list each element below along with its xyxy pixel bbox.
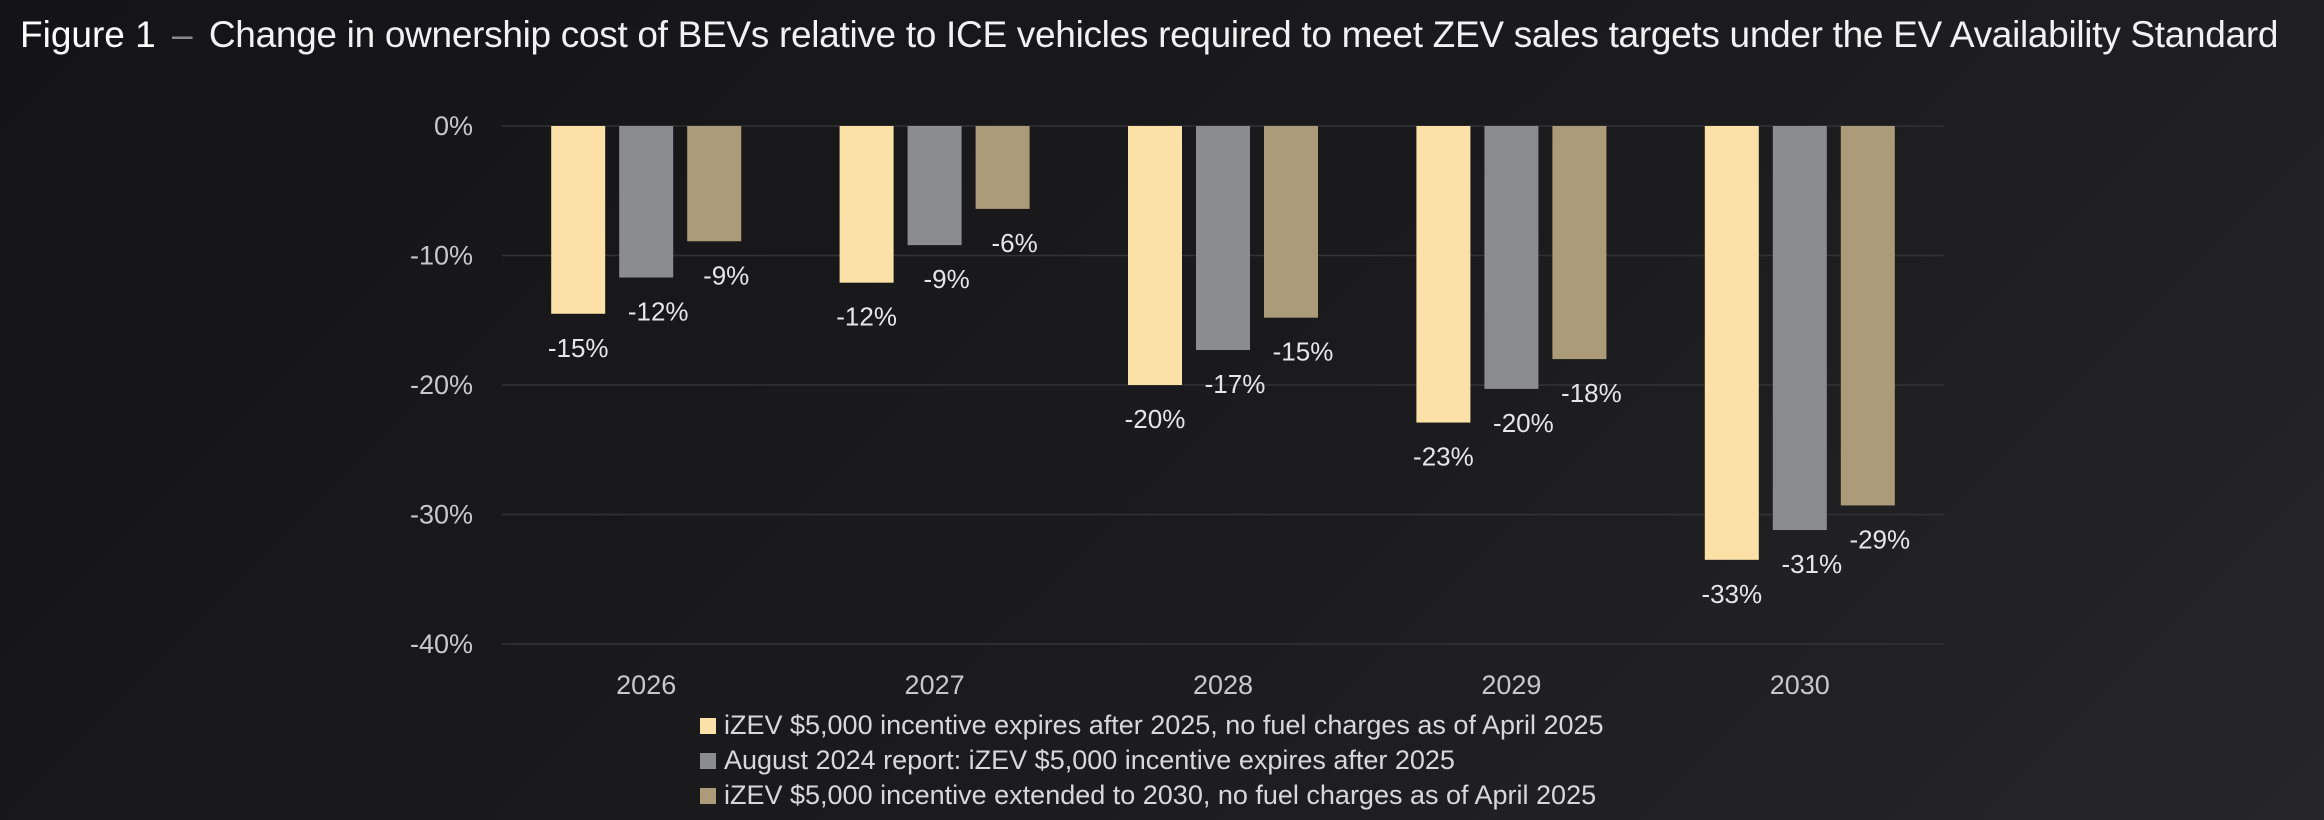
legend-item: August 2024 report: iZEV $5,000 incentiv…	[700, 743, 1700, 778]
y-tick-label: -40%	[410, 629, 473, 659]
bars	[551, 126, 1895, 560]
data-labels: -15%-12%-9%-12%-9%-6%-20%-17%-15%-23%-20…	[548, 228, 1910, 609]
title-separator: –	[172, 14, 193, 55]
bar-2028-series-3	[1264, 126, 1318, 318]
data-label-2030-series-3: -29%	[1849, 524, 1910, 554]
y-tick-label: -30%	[410, 500, 473, 530]
bar-2030-series-1	[1704, 126, 1759, 560]
data-label-2029-series-1: -23%	[1413, 442, 1474, 472]
data-label-2030-series-2: -31%	[1781, 549, 1842, 579]
data-label-2030-series-1: -33%	[1701, 579, 1762, 609]
legend-swatch	[700, 752, 716, 769]
bar-2026-series-1	[551, 126, 606, 314]
data-label-2026-series-2: -12%	[628, 297, 689, 327]
x-tick-label-2027: 2027	[905, 670, 965, 700]
data-label-2029-series-3: -18%	[1561, 378, 1622, 408]
x-axis-ticks: 2026 2027 2028 2029 2030	[616, 670, 1830, 700]
chart-title: Figure 1 – Change in ownership cost of B…	[20, 10, 2320, 60]
data-label-2028-series-1: -20%	[1125, 404, 1186, 434]
data-label-2028-series-3: -15%	[1273, 337, 1334, 367]
bar-2028-series-1	[1128, 126, 1182, 385]
legend: iZEV $5,000 incentive expires after 2025…	[700, 708, 1700, 813]
gridlines	[502, 125, 1944, 645]
bar-2029-series-3	[1552, 126, 1607, 360]
bar-2027-series-3	[975, 126, 1030, 209]
data-label-2028-series-2: -17%	[1205, 369, 1266, 399]
legend-label: August 2024 report: iZEV $5,000 incentiv…	[724, 745, 1455, 775]
bar-2027-series-1	[839, 126, 894, 283]
legend-item: iZEV $5,000 incentive expires after 2025…	[700, 708, 1700, 743]
legend-label: iZEV $5,000 incentive expires after 2025…	[724, 710, 1604, 740]
title-text: Change in ownership cost of BEVs relativ…	[208, 14, 2279, 55]
x-tick-label-2026: 2026	[616, 670, 676, 700]
y-tick-label: -10%	[410, 241, 473, 271]
data-label-2027-series-3: -6%	[991, 228, 1037, 258]
y-tick-label: 0%	[434, 111, 473, 141]
bar-2030-series-2	[1772, 126, 1827, 531]
data-label-2026-series-3: -9%	[703, 260, 749, 290]
y-axis-ticks: 0% -10% -20% -30% -40%	[410, 111, 473, 659]
data-label-2027-series-1: -12%	[836, 302, 897, 332]
x-tick-label-2028: 2028	[1193, 670, 1253, 700]
legend-swatch	[700, 717, 716, 734]
bar-2030-series-3	[1840, 126, 1895, 506]
data-label-2027-series-2: -9%	[923, 264, 969, 294]
bar-2026-series-2	[619, 126, 674, 278]
y-tick-label: -20%	[410, 370, 473, 400]
bar-2028-series-2	[1196, 126, 1250, 351]
bar-2027-series-2	[907, 126, 962, 246]
legend-label: iZEV $5,000 incentive extended to 2030, …	[724, 780, 1597, 810]
data-label-2026-series-1: -15%	[548, 333, 609, 363]
figure-label: Figure 1	[20, 14, 156, 55]
x-tick-label-2029: 2029	[1481, 670, 1541, 700]
bar-2029-series-1	[1416, 126, 1471, 423]
bar-2026-series-3	[687, 126, 742, 242]
legend-item: iZEV $5,000 incentive extended to 2030, …	[700, 778, 1700, 813]
bar-2029-series-2	[1484, 126, 1539, 389]
data-label-2029-series-2: -20%	[1493, 408, 1554, 438]
legend-swatch	[700, 787, 716, 804]
x-tick-label-2030: 2030	[1770, 670, 1830, 700]
bar-chart: 0% -10% -20% -30% -40% -15% -12% -9% -12% -9% -6%…	[410, 111, 1944, 700]
